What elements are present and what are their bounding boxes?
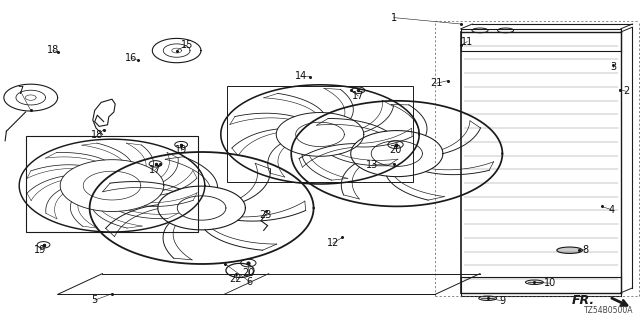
Text: 7: 7 — [17, 86, 24, 96]
Text: 17: 17 — [352, 91, 365, 101]
Text: 19: 19 — [34, 245, 47, 255]
Text: 23: 23 — [259, 210, 272, 220]
Text: 17: 17 — [149, 164, 162, 175]
Text: 16: 16 — [125, 53, 138, 63]
Text: 3: 3 — [610, 62, 616, 72]
Text: TZ54B0500A: TZ54B0500A — [584, 306, 634, 315]
Text: 5: 5 — [92, 295, 98, 305]
Text: 12: 12 — [326, 238, 339, 248]
Text: 8: 8 — [582, 244, 589, 255]
Text: 18: 18 — [91, 130, 104, 140]
Ellipse shape — [525, 280, 543, 284]
Text: 22: 22 — [229, 274, 242, 284]
Text: 9: 9 — [499, 296, 506, 306]
Text: 6: 6 — [246, 276, 253, 287]
Text: 11: 11 — [461, 36, 474, 47]
Text: 4: 4 — [608, 204, 614, 215]
Text: 20: 20 — [389, 145, 402, 156]
Text: 13: 13 — [366, 160, 379, 170]
Ellipse shape — [557, 247, 582, 253]
Text: 10: 10 — [544, 278, 557, 288]
Text: 1: 1 — [390, 12, 397, 23]
Ellipse shape — [479, 296, 497, 300]
Bar — [26, 136, 198, 232]
Text: 14: 14 — [294, 71, 307, 81]
Text: FR.: FR. — [572, 294, 595, 307]
Text: 19: 19 — [175, 145, 188, 156]
Text: 21: 21 — [430, 78, 443, 88]
Bar — [227, 86, 413, 182]
Text: 2: 2 — [623, 86, 629, 96]
Text: 15: 15 — [181, 40, 194, 50]
Text: 20: 20 — [242, 268, 255, 278]
Text: 18: 18 — [47, 45, 60, 55]
